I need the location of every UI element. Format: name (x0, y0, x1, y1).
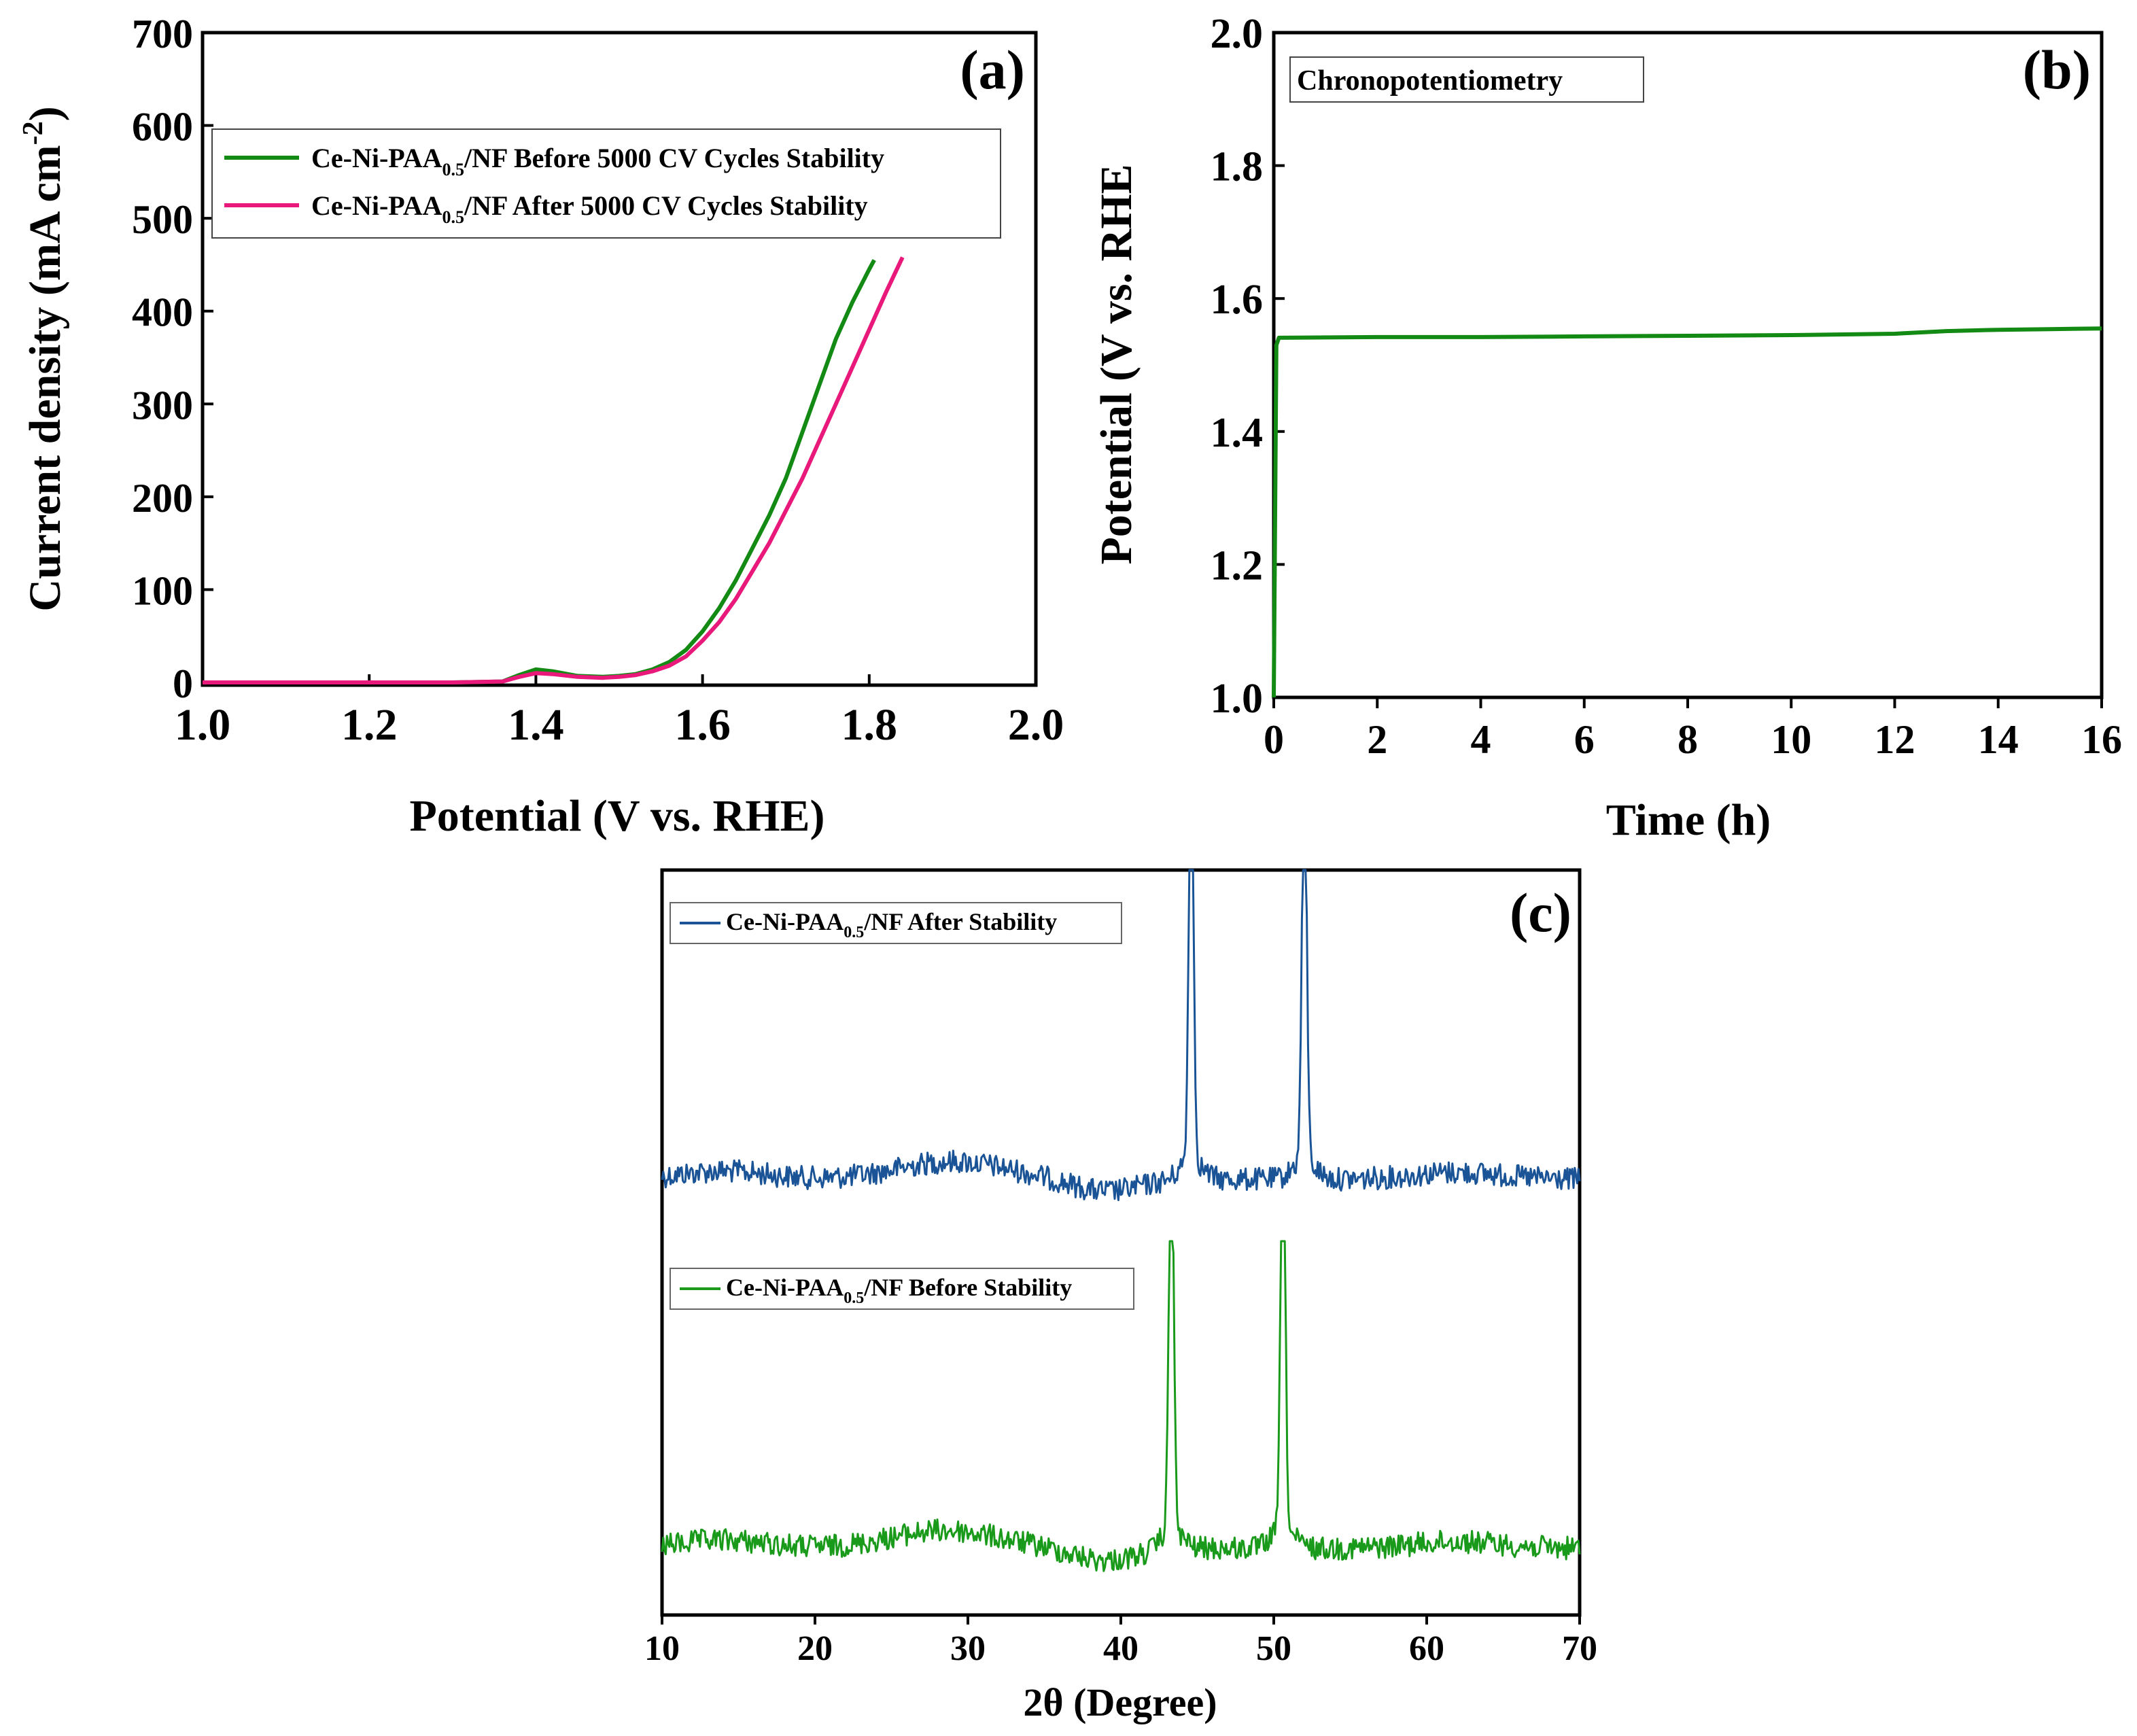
panel-c-label: (c) (1510, 882, 1571, 943)
panel-a-y-tick-label: 300 (132, 383, 193, 428)
panel-c-legend-before: Ce-Ni-PAA0.5/NF Before Stability (670, 1268, 1134, 1310)
panel-c-x-tick-label: 30 (950, 1629, 986, 1668)
panel-b-y-ticks: 1.0 1.2 1.4 1.6 1.8 2.0 (1211, 11, 1285, 722)
panel-b-x-tick-label: 2 (1367, 717, 1387, 762)
panel-c-legend-before-box (670, 1268, 1134, 1310)
panel-a-x-tick-label: 1.4 (508, 700, 564, 750)
panel-a-series-after (203, 256, 905, 684)
panel-a-y-axis-label: Current density (mA cm-2) (18, 106, 70, 611)
panel-c-x-tick-label: 10 (644, 1629, 680, 1668)
panel-a-x-tick-label: 1.6 (674, 700, 731, 750)
panel-b-chart: 0 2 4 6 8 10 12 14 16 1.0 1.2 1.4 1.6 1.8 2.0 (b) Chr… (1092, 11, 2122, 845)
panel-b-series-chronopotentiometry (1272, 326, 2102, 698)
panel-b-y-tick-label: 2.0 (1211, 11, 1264, 57)
panel-c-x-axis-label: 2θ (Degree) (1023, 1680, 1217, 1724)
panel-c-x-tick-label: 20 (797, 1629, 833, 1668)
panel-c-legend-after: Ce-Ni-PAA0.5/NF After Stability (670, 902, 1122, 944)
panel-b-y-tick-label: 1.4 (1211, 410, 1264, 456)
panel-a-legend-box (211, 128, 1001, 239)
panel-c-series (661, 869, 1581, 1572)
panel-a-x-ticks: 1.0 1.2 1.4 1.6 1.8 2.0 (175, 674, 1064, 750)
panel-a-x-tick-label: 1.2 (341, 700, 398, 750)
panel-a-x-tick-label: 1.0 (175, 700, 231, 750)
panel-b-y-axis-label: Potential (V vs. RHE (1092, 164, 1141, 564)
panel-b-y-tick-label: 1.2 (1211, 542, 1264, 589)
panel-a-legend-after: Ce-Ni-PAA0.5/NF After 5000 CV Cycles Sta… (311, 190, 868, 227)
panel-a-legend: Ce-Ni-PAA0.5/NF Before 5000 CV Cycles St… (211, 128, 1001, 239)
panel-a-y-tick-label: 0 (173, 661, 193, 706)
panel-c-x-ticks: 10 20 30 40 50 60 70 (644, 1615, 1597, 1668)
panel-c-legend-after-box (670, 902, 1122, 944)
panel-b-legend-box (1289, 56, 1644, 103)
panel-b-x-tick-label: 6 (1574, 717, 1595, 762)
panel-a-legend-before: Ce-Ni-PAA0.5/NF Before 5000 CV Cycles St… (311, 143, 884, 179)
panel-b-x-tick-label: 14 (1978, 717, 2019, 762)
panel-c-chart: 10 20 30 40 50 60 70 (c) Ce-Ni-PAA0.5/NF After… (644, 868, 1597, 1724)
panel-a-y-tick-label: 700 (132, 12, 193, 56)
panel-a-y-tick-label: 400 (132, 290, 193, 335)
panel-b-y-tick-label: 1.0 (1211, 676, 1264, 722)
panel-c-x-tick-label: 60 (1409, 1629, 1444, 1668)
panel-b-x-tick-label: 10 (1771, 717, 1811, 762)
panel-b-frame (1272, 31, 2104, 699)
panel-b-x-tick-label: 12 (1875, 717, 1915, 762)
panel-b-legend: Chronopotentiometry (1289, 56, 1644, 103)
panel-a-chart: 1.0 1.2 1.4 1.6 1.8 2.0 0 100 200 300 400 500 600 70… (18, 12, 1064, 841)
panel-a-y-tick-label: 100 (132, 568, 193, 613)
panel-b-x-axis-label: Time (h) (1606, 795, 1771, 845)
panel-b-x-tick-label: 4 (1471, 717, 1491, 762)
panel-b-x-tick-label: 8 (1678, 717, 1698, 762)
panel-b-label: (b) (2023, 39, 2091, 101)
panel-a-label: (a) (960, 39, 1025, 101)
panel-b-series (1272, 326, 2102, 698)
panel-c-frame (660, 868, 1582, 1617)
panel-b-y-tick-label: 1.6 (1211, 277, 1264, 323)
panel-c-legend-after-text: Ce-Ni-PAA0.5/NF After Stability (726, 908, 1057, 941)
panel-a-series-before (203, 259, 876, 684)
panel-b-legend-text: Chronopotentiometry (1297, 65, 1563, 97)
panel-a-series (203, 256, 905, 684)
panel-a-y-tick-label: 500 (132, 197, 193, 242)
panel-a-y-ticks: 0 100 200 300 400 500 600 700 (132, 12, 213, 706)
panel-c-x-tick-label: 70 (1562, 1629, 1597, 1668)
panel-b-x-tick-label: 0 (1264, 717, 1284, 762)
panel-c-series-before (661, 1240, 1581, 1572)
panel-a-frame (201, 31, 1038, 687)
panel-a-y-tick-label: 600 (132, 105, 193, 150)
panel-a-x-tick-label: 2.0 (1008, 700, 1064, 750)
panel-c-x-tick-label: 50 (1256, 1629, 1291, 1668)
panel-b-x-ticks: 0 2 4 6 8 10 12 14 16 (1264, 697, 2122, 762)
panel-c-series-after (661, 869, 1581, 1202)
panel-a-x-tick-label: 1.8 (841, 700, 898, 750)
panel-b-y-tick-label: 1.8 (1211, 144, 1264, 190)
panel-a-y-tick-label: 200 (132, 476, 193, 521)
panel-b-x-tick-label: 16 (2081, 717, 2122, 762)
panel-c-x-tick-label: 40 (1103, 1629, 1139, 1668)
panel-c-legend-before-text: Ce-Ni-PAA0.5/NF Before Stability (726, 1274, 1072, 1307)
panel-a-x-axis-label: Potential (V vs. RHE) (409, 791, 824, 841)
